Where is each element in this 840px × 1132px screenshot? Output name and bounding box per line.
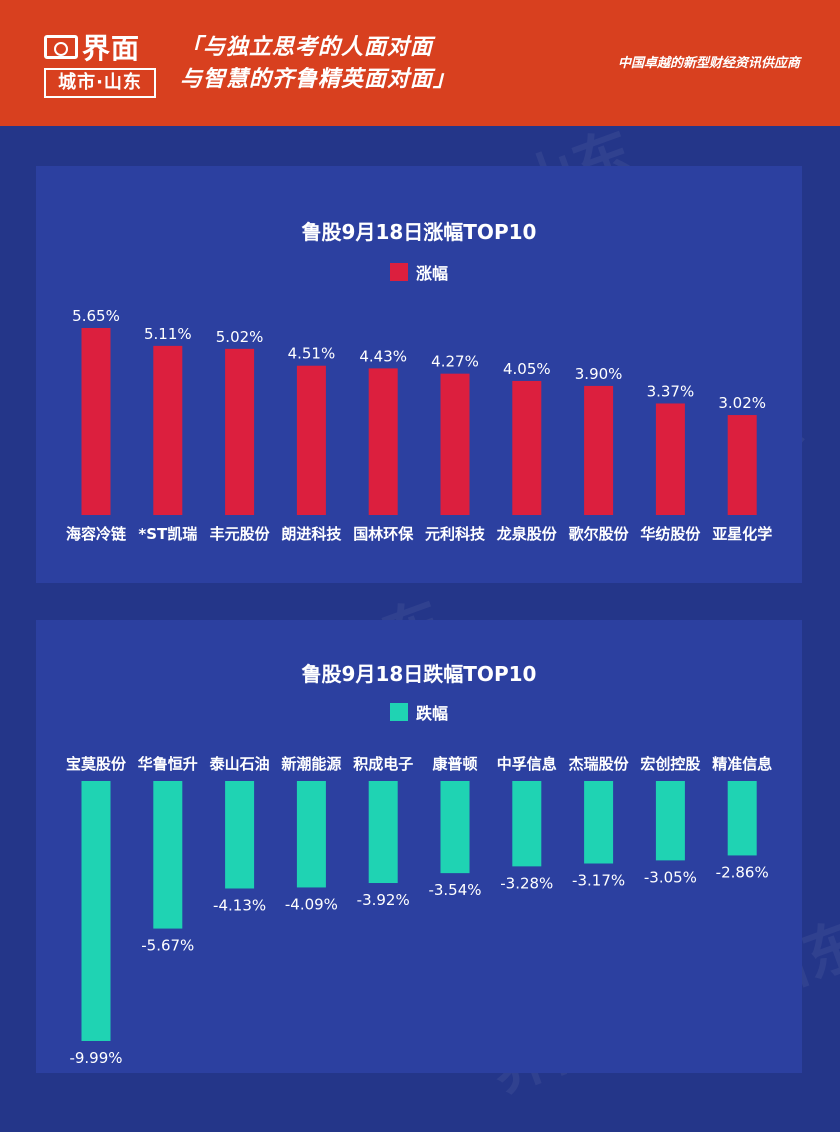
loss-bar [584,781,614,864]
gainers-legend-label: 涨幅 [415,264,448,283]
logo-name: 界面 [82,32,141,65]
header-banner: 界面 城市·山东 「与独立思考的人面对面 与智慧的齐鲁精英面对面」 中国卓越的新… [0,0,840,126]
loss-bar [512,781,542,867]
gain-category-label: 亚星化学 [712,525,772,543]
loss-value-label: -3.92% [357,891,410,909]
loss-category-label: 精准信息 [712,755,772,773]
losers-legend: 跌幅 [36,700,802,724]
loss-value-label: -4.13% [213,896,266,914]
loss-value-label: -4.09% [285,895,338,913]
slogan: 「与独立思考的人面对面 与智慧的齐鲁精英面对面」 [180,32,456,96]
loss-value-label: -3.05% [644,868,697,886]
gain-bar [296,365,326,515]
loss-value-label: -9.99% [69,1049,122,1067]
gain-value-label: 4.05% [503,360,551,378]
gain-bar [225,348,255,515]
gain-category-label: 华纺股份 [640,525,701,543]
gain-value-label: 3.37% [647,382,695,400]
losers-panel: 鲁股9月18日跌幅TOP10 跌幅 宝莫股份 -9.99% 华鲁恒升 -5.67% 泰山… [36,620,802,1073]
slogan-line-2: 与智慧的齐鲁精英面对面」 [180,67,457,92]
gain-category-label: 元利科技 [425,525,486,543]
gain-value-label: 3.02% [718,394,766,412]
loss-bar [655,781,685,861]
gain-value-label: 4.51% [288,345,336,363]
jiemian-logo: 界面 城市·山东 [44,30,160,100]
gain-bar [440,373,470,515]
loss-bar [727,781,757,856]
losers-legend-label: 跌幅 [415,704,448,723]
loss-category-label: 杰瑞股份 [569,755,630,773]
loss-category-label: 宝莫股份 [66,755,127,773]
gain-value-label: 3.90% [575,365,623,383]
loss-category-label: 康普顿 [432,755,477,773]
loss-category-label: 中孚信息 [497,755,557,773]
gain-category-label: 国林环保 [353,525,414,543]
loss-value-label: -3.28% [500,874,553,892]
loss-bar [440,781,470,874]
gain-value-label: 5.02% [216,328,264,346]
gain-bar [584,385,614,515]
gain-value-label: 4.43% [359,347,407,365]
loss-category-label: 华鲁恒升 [138,755,198,773]
gain-category-label: 龙泉股份 [496,525,558,543]
losers-chart-title: 鲁股9月18日跌幅TOP10 [301,662,537,686]
loss-value-label: -2.86% [716,863,769,881]
gain-swatch-icon [389,263,408,281]
loss-swatch-icon [389,703,408,721]
loss-bar [153,781,183,929]
gainers-panel: 鲁股9月18日涨幅TOP10 涨幅 5.65% 海容冷链 5.11% *ST凯瑞 5.0… [36,166,802,583]
loss-bar [368,781,398,884]
logo-city: 城市·山东 [44,68,156,98]
loss-value-label: -5.67% [141,937,194,955]
gain-value-label: 4.27% [431,353,479,371]
loss-category-label: 积成电子 [353,755,413,773]
loss-category-label: 新潮能源 [281,755,341,773]
loss-value-label: -3.54% [428,881,481,899]
gainers-legend: 涨幅 [36,260,802,284]
gain-category-label: 朗进科技 [281,525,342,543]
gain-bar [727,415,757,515]
losers-bar-chart: 宝莫股份 -9.99% 华鲁恒升 -5.67% 泰山石油 -4.13% 新潮能源 -4.09%… [66,755,772,1067]
logo-mark-icon [44,35,78,59]
loss-category-label: 宏创控股 [640,755,701,773]
gain-category-label: 丰元股份 [210,525,271,543]
gainers-chart-title: 鲁股9月18日涨幅TOP10 [301,220,537,244]
gain-bar [512,380,542,515]
tagline: 中国卓越的新型财经资讯供应商 [617,56,800,71]
gain-bar [368,368,398,515]
gain-value-label: 5.11% [144,325,192,343]
slogan-line-1: 「与独立思考的人面对面 [180,35,434,60]
loss-bar [225,781,255,889]
gainers-bar-chart: 5.65% 海容冷链 5.11% *ST凯瑞 5.02% 丰元股份 4.51% 朗进科技 4.4… [66,307,772,543]
gain-category-label: 歌尔股份 [569,525,630,543]
gain-bar [655,403,685,515]
loss-value-label: -3.17% [572,872,625,890]
gain-bar [81,328,111,515]
gain-value-label: 5.65% [72,307,120,325]
loss-category-label: 泰山石油 [209,755,270,773]
gain-category-label: 海容冷链 [66,525,127,543]
gain-category-label: *ST凯瑞 [138,525,197,543]
loss-bar [81,781,111,1041]
gain-bar [153,345,183,515]
loss-bar [296,781,326,888]
